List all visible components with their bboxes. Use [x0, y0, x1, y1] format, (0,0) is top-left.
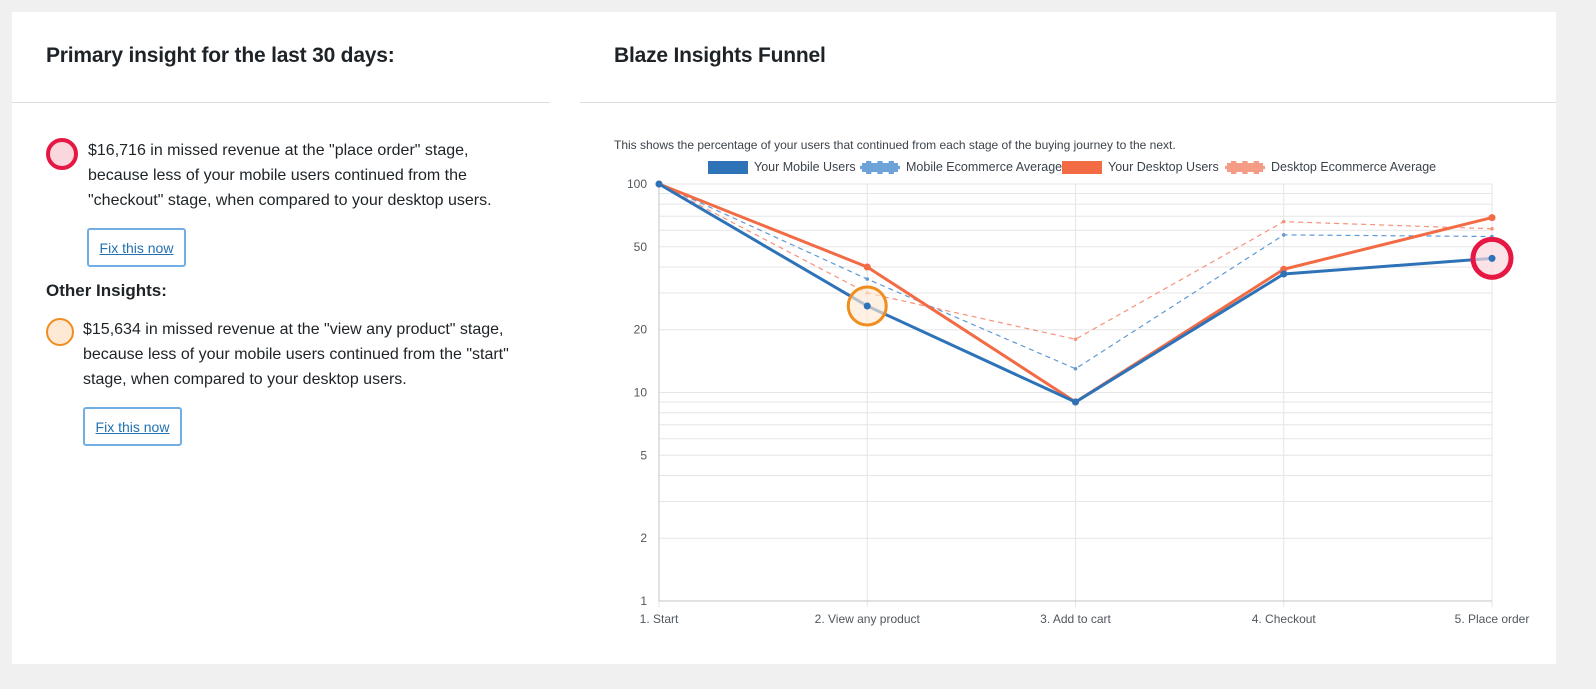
- legend-item[interactable]: Desktop Ecommerce Average: [1225, 160, 1436, 174]
- y-tick-label: 1: [640, 594, 647, 608]
- primary-insight-marker-icon: [46, 138, 78, 170]
- legend-swatch: [1062, 160, 1102, 174]
- x-tick-label: 5. Place order: [1455, 612, 1530, 626]
- data-point: [1073, 366, 1078, 371]
- divider: [580, 102, 1556, 103]
- legend-item[interactable]: Your Mobile Users: [708, 160, 856, 174]
- series-line: [658, 183, 1493, 340]
- funnel-title: Blaze Insights Funnel: [614, 44, 826, 67]
- funnel-chart: 1 2 5 10 20 50 100 1. Start 2. View any product 3…: [627, 177, 1530, 626]
- x-tick-label: 2. View any product: [815, 612, 921, 626]
- data-point: [1281, 233, 1286, 237]
- chart-description: This shows the percentage of your users …: [614, 138, 1176, 152]
- legend-label: Desktop Ecommerce Average: [1271, 160, 1437, 174]
- data-point: [655, 180, 663, 188]
- fix-other-insight-button[interactable]: Fix this now: [83, 407, 182, 446]
- legend-item[interactable]: Mobile Ecommerce Average: [860, 160, 1062, 174]
- divider: [12, 102, 550, 103]
- legend-swatch: [1225, 160, 1265, 174]
- y-tick-label: 10: [634, 386, 648, 400]
- y-tick-label: 20: [634, 323, 648, 337]
- primary-insight-text: $16,716 in missed revenue at the "place …: [88, 142, 492, 209]
- y-tick-label: 100: [627, 177, 647, 191]
- insights-card: Primary insight for the last 30 days: $1…: [12, 12, 1556, 664]
- y-tick-label: 2: [640, 531, 647, 545]
- legend-swatch: [708, 160, 748, 174]
- data-point: [1281, 219, 1286, 224]
- data-point: [863, 263, 871, 271]
- data-point: [1490, 226, 1494, 231]
- data-point: [1488, 254, 1496, 262]
- legend-label: Your Mobile Users: [754, 160, 856, 174]
- x-tick-label: 3. Add to cart: [1040, 612, 1111, 626]
- other-insight-text: $15,634 in missed revenue at the "view a…: [83, 321, 509, 388]
- primary-insight-title: Primary insight for the last 30 days:: [46, 44, 395, 67]
- y-tick-label: 50: [634, 240, 648, 254]
- fix-primary-insight-button[interactable]: Fix this now: [87, 228, 186, 267]
- data-point: [1280, 270, 1288, 278]
- data-point: [865, 277, 870, 281]
- insights-panel: Primary insight for the last 30 days: $1…: [12, 12, 550, 664]
- y-tick-label: 5: [640, 448, 647, 462]
- legend-label: Your Desktop Users: [1108, 160, 1219, 174]
- data-point: [863, 302, 871, 310]
- other-insights-heading: Other Insights:: [46, 281, 167, 300]
- x-tick-label: 1. Start: [640, 612, 679, 626]
- data-point: [1072, 398, 1079, 406]
- legend-item[interactable]: Your Desktop Users: [1062, 160, 1219, 174]
- legend-label: Mobile Ecommerce Average: [906, 160, 1063, 174]
- other-insight-marker-icon: [46, 318, 74, 346]
- x-tick-label: 4. Checkout: [1252, 612, 1317, 626]
- data-point: [1073, 337, 1078, 342]
- data-point: [1488, 214, 1496, 222]
- legend-swatch: [860, 160, 900, 174]
- funnel-panel: Blaze Insights Funnel This shows the per…: [580, 12, 1556, 664]
